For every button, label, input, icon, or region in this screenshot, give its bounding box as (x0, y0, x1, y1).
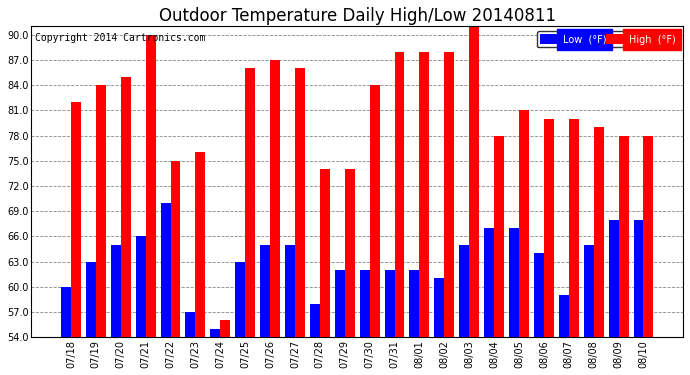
Text: Copyright 2014 Cartronics.com: Copyright 2014 Cartronics.com (34, 33, 205, 43)
Bar (320, 169, 330, 337)
Bar (285, 245, 295, 337)
Bar (593, 127, 604, 337)
Bar (559, 295, 569, 337)
Bar (195, 153, 206, 337)
Bar (335, 270, 345, 337)
Bar (544, 119, 554, 337)
Bar (61, 287, 71, 337)
Bar (96, 85, 106, 337)
Bar (270, 60, 280, 337)
Bar (170, 161, 181, 337)
Bar (409, 270, 420, 337)
Bar (444, 52, 454, 337)
Bar (395, 52, 404, 337)
Bar (370, 85, 380, 337)
Bar (569, 119, 579, 337)
Bar (136, 236, 146, 337)
Bar (235, 262, 245, 337)
Bar (584, 245, 593, 337)
Bar (359, 270, 370, 337)
Bar (633, 220, 644, 337)
Bar (435, 278, 444, 337)
Bar (494, 136, 504, 337)
Bar (384, 270, 395, 337)
Legend: Low  (°F), High  (°F): Low (°F), High (°F) (538, 32, 678, 48)
Bar (86, 262, 96, 337)
Bar (609, 220, 618, 337)
Bar (644, 136, 653, 337)
Bar (111, 245, 121, 337)
Bar (460, 245, 469, 337)
Bar (220, 320, 230, 337)
Bar (484, 228, 494, 337)
Bar (210, 329, 220, 337)
Bar (534, 253, 544, 337)
Title: Outdoor Temperature Daily High/Low 20140811: Outdoor Temperature Daily High/Low 20140… (159, 7, 555, 25)
Bar (345, 169, 355, 337)
Bar (245, 69, 255, 337)
Bar (161, 203, 170, 337)
Bar (71, 102, 81, 337)
Bar (260, 245, 270, 337)
Bar (186, 312, 195, 337)
Bar (469, 27, 479, 337)
Bar (618, 136, 629, 337)
Bar (121, 77, 130, 337)
Bar (146, 35, 155, 337)
Bar (509, 228, 519, 337)
Bar (310, 304, 320, 337)
Bar (295, 69, 305, 337)
Bar (519, 111, 529, 337)
Bar (420, 52, 429, 337)
